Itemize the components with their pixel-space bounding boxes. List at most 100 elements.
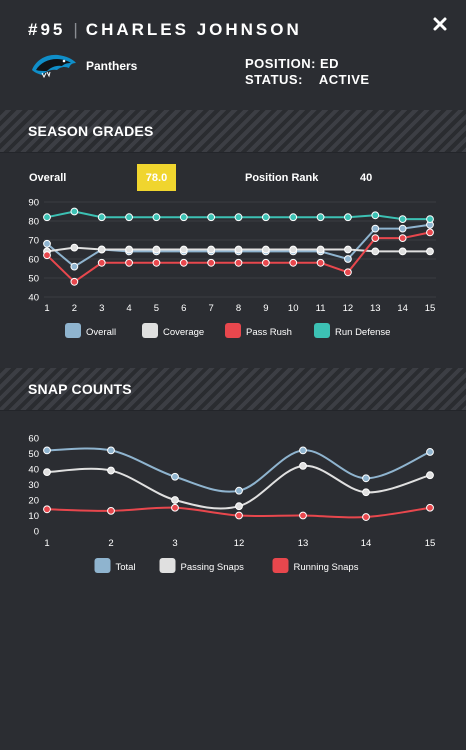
x-tick-label: 14 xyxy=(361,538,372,549)
x-tick-label: 4 xyxy=(126,303,131,314)
data-point-pass-rush xyxy=(152,258,161,267)
y-tick-label: 30 xyxy=(28,480,39,491)
season-grades-title: SEASON GRADES xyxy=(28,123,154,139)
legend-swatch-overall xyxy=(65,323,81,338)
x-tick-label: 15 xyxy=(425,303,436,314)
y-tick-label: 70 xyxy=(28,236,39,247)
data-point-passing-snaps xyxy=(362,488,370,497)
data-point-overall xyxy=(70,262,79,271)
player-name: CHARLES JOHNSON xyxy=(85,20,302,39)
legend-swatch-total xyxy=(94,558,111,573)
x-tick-label: 13 xyxy=(298,538,309,549)
x-tick-label: 9 xyxy=(263,303,268,314)
data-point-run-defense xyxy=(207,213,216,222)
x-tick-label: 8 xyxy=(236,303,241,314)
legend-swatch-running-snaps xyxy=(272,558,289,573)
overall-label: Overall xyxy=(29,172,67,184)
data-point-running-snaps xyxy=(107,506,115,515)
data-point-pass-rush xyxy=(43,251,51,260)
data-point-coverage xyxy=(426,247,434,256)
position-label: POSITION: xyxy=(245,56,316,71)
data-point-total xyxy=(235,486,243,495)
panther-logo-icon xyxy=(32,54,76,79)
legend-swatch-passing-snaps xyxy=(159,558,176,573)
position-line: POSITION: ED xyxy=(245,56,339,71)
data-point-coverage xyxy=(261,245,270,254)
data-point-pass-rush xyxy=(398,234,407,242)
data-point-pass-rush xyxy=(289,258,298,267)
x-tick-label: 3 xyxy=(99,303,104,314)
team-name: Panthers xyxy=(86,59,138,73)
data-point-coverage xyxy=(179,245,188,254)
data-point-run-defense xyxy=(179,213,188,222)
legend-swatch-coverage xyxy=(142,323,158,338)
data-point-passing-snaps xyxy=(107,466,115,475)
data-point-coverage xyxy=(316,245,325,254)
data-point-run-defense xyxy=(70,207,79,216)
data-point-run-defense xyxy=(316,213,325,222)
title-separator: | xyxy=(73,20,78,39)
data-point-passing-snaps xyxy=(299,462,307,470)
status-label: STATUS: xyxy=(245,72,303,87)
y-tick-label: 80 xyxy=(28,217,39,228)
legend-label-pass-rush: Pass Rush xyxy=(246,327,292,338)
data-point-run-defense xyxy=(152,213,161,222)
data-point-coverage xyxy=(398,247,407,256)
overall-grade-badge: 78.0 xyxy=(137,164,176,191)
status-value: ACTIVE xyxy=(318,72,370,87)
y-tick-label: 90 xyxy=(28,198,39,209)
data-point-coverage xyxy=(344,245,352,254)
y-tick-label: 50 xyxy=(28,449,39,460)
x-tick-label: 14 xyxy=(397,303,408,314)
data-point-coverage xyxy=(234,245,243,254)
data-point-pass-rush xyxy=(179,258,188,267)
x-tick-label: 10 xyxy=(288,303,299,314)
data-point-pass-rush xyxy=(234,258,243,267)
legend-label-coverage: Coverage xyxy=(163,327,204,338)
data-point-overall xyxy=(398,224,407,233)
data-point-passing-snaps xyxy=(171,496,179,504)
x-tick-label: 1 xyxy=(44,538,49,549)
y-tick-label: 40 xyxy=(28,465,39,476)
data-point-coverage xyxy=(97,245,106,254)
close-icon[interactable] xyxy=(430,14,450,34)
data-point-run-defense xyxy=(43,213,51,222)
position-rank-label: Position Rank xyxy=(245,172,319,184)
x-tick-label: 2 xyxy=(72,303,77,314)
legend-label-total: Total xyxy=(116,562,136,573)
data-point-coverage xyxy=(289,245,298,254)
data-point-overall xyxy=(43,239,51,248)
data-point-pass-rush xyxy=(261,258,270,267)
position-rank-value: 40 xyxy=(360,172,373,184)
data-point-pass-rush xyxy=(371,234,380,242)
data-point-passing-snaps xyxy=(235,502,243,511)
snap-counts-header: SNAP COUNTS xyxy=(0,368,466,411)
y-tick-label: 0 xyxy=(34,527,39,538)
y-tick-label: 10 xyxy=(28,511,39,522)
data-point-pass-rush xyxy=(70,277,79,286)
legend-label-overall: Overall xyxy=(86,327,116,338)
data-point-total xyxy=(299,446,307,455)
legend-swatch-run-defense xyxy=(314,323,330,338)
data-point-coverage xyxy=(152,245,161,254)
x-tick-label: 12 xyxy=(343,303,354,314)
data-point-passing-snaps xyxy=(43,468,51,476)
x-tick-label: 13 xyxy=(370,303,381,314)
data-point-overall xyxy=(344,255,352,263)
player-header: #95 | CHARLES JOHNSON Panthers POSITION: ED… xyxy=(0,0,466,110)
data-point-running-snaps xyxy=(235,511,243,520)
snap-counts-title: SNAP COUNTS xyxy=(28,381,132,397)
data-point-run-defense xyxy=(344,213,352,222)
status-line: STATUS: ACTIVE xyxy=(245,72,370,87)
data-point-running-snaps xyxy=(43,505,51,514)
data-point-total xyxy=(426,448,434,456)
x-tick-label: 7 xyxy=(208,303,213,314)
data-point-running-snaps xyxy=(362,513,370,521)
data-point-pass-rush xyxy=(344,268,352,277)
data-point-pass-rush xyxy=(97,258,106,267)
data-point-run-defense xyxy=(97,213,106,222)
data-point-total xyxy=(107,446,115,455)
data-point-overall xyxy=(371,224,380,233)
data-point-run-defense xyxy=(426,215,434,224)
